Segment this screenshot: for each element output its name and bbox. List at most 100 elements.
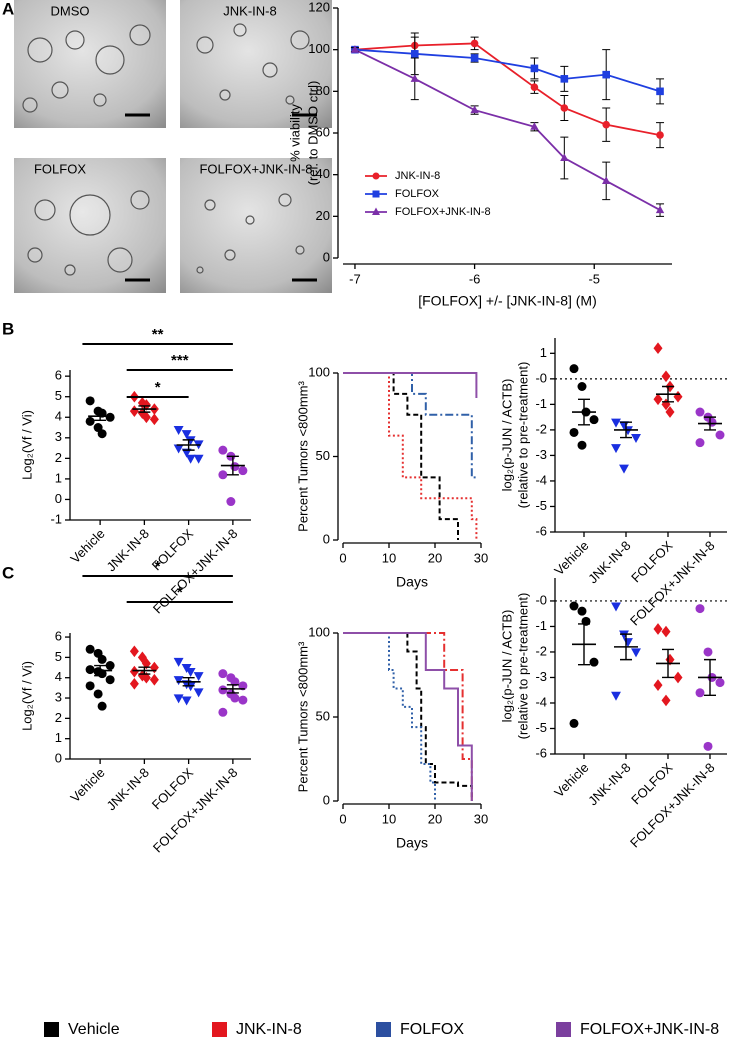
point [149,673,159,686]
significance-label: * [177,584,183,601]
y-tick-label: -6 [535,523,547,538]
point [181,448,192,458]
point [619,630,629,640]
point [715,678,725,688]
error-bar [662,385,674,403]
legend-label: FOLFOX [395,188,440,200]
image-label: FOLFOX+JNK-IN-8 [199,161,312,176]
legend-swatch [212,1022,227,1037]
point [530,83,539,91]
point [569,364,579,374]
point [141,671,151,684]
legend-label: FOLFOX+JNK-IN-8 [580,1021,719,1038]
point [218,470,228,480]
point [665,406,675,418]
point [569,427,579,437]
micrograph [180,0,332,128]
legend-marker [372,190,380,198]
significance-label: *** [171,352,189,369]
y-tick-label: 120 [308,0,330,14]
point [560,75,569,83]
legend-label: FOLFOX [400,1021,464,1038]
point [105,661,115,671]
y-tick-label: -2 [535,421,547,436]
point [602,120,610,129]
y-axis-title: log₂(p-JUN / ACTB) [499,379,514,492]
y-tick-label: 6 [55,368,62,383]
point [85,396,95,406]
x-tick-label: 30 [474,550,488,565]
panel-label: A [2,0,14,18]
survival-curve [343,632,473,801]
survival-curve [343,372,478,399]
legend-label: JNK-IN-8 [236,1021,302,1038]
point [470,39,479,48]
series-line [354,48,661,93]
point [173,444,184,454]
y-tick-label: 0 [323,531,330,546]
error-bar [662,648,674,679]
y-tick-label: -5 [535,720,547,735]
point [173,694,184,704]
micrograph [14,0,166,128]
y-axis-title: (relative to pre-treatment) [515,593,530,740]
y-tick-label: -0 [535,370,547,385]
y-tick-label: 4 [55,409,62,424]
x-tick-label: 20 [428,811,442,826]
y-tick-label: 2 [55,450,62,465]
x-tick-label: 30 [474,811,488,826]
x-axis-title: Days [396,835,428,851]
point [695,604,705,614]
legend-swatch [44,1022,59,1037]
point [530,122,539,130]
point [85,644,95,654]
point [530,64,539,73]
y-axis-title: Percent Tumors <800mm³ [295,381,310,532]
y-axis-title: (relative to pre-treatment) [515,362,530,509]
x-axis-title: [FOLFOX] +/- [JNK-IN-8] (M) [418,293,597,309]
x-tick-label: Vehicle [67,765,107,805]
error-bar [94,664,107,677]
panel-label: B [2,319,14,338]
x-tick-label: 10 [382,811,396,826]
point [230,693,240,703]
point [97,654,107,664]
y-axis-title: Log₂(Vf / Vi) [19,661,34,731]
y-tick-label: -2 [535,643,547,658]
error-bar [704,658,716,697]
y-axis-title: Percent Tumors <800mm³ [295,641,310,792]
point [703,647,713,657]
point [129,645,139,658]
point [655,205,665,214]
x-tick-label: Vehicle [551,760,591,800]
error-bar [578,623,590,666]
point [173,425,184,435]
y-tick-label: -0 [535,592,547,607]
legend-swatch [556,1022,571,1037]
error-bar [578,398,590,426]
point [577,382,587,391]
y-tick-label: 50 [316,708,330,723]
point [589,415,599,425]
point [181,696,192,706]
significance-label: * [155,379,161,396]
error-bar [94,411,107,422]
survival-curve [343,632,436,801]
legend-label: JNK-IN-8 [395,170,440,182]
point [569,718,579,728]
error-bar [620,633,632,661]
micrograph [14,158,166,293]
error-bar [226,455,239,476]
image-label: DMSO [51,3,90,18]
point [230,462,240,472]
point [218,669,228,679]
survival-curve [343,372,477,479]
x-tick-label: JNK-IN-8 [104,765,152,813]
point [141,411,151,424]
point [631,433,641,443]
y-tick-label: 6 [55,629,62,644]
y-tick-label: 0 [323,249,330,264]
point [350,45,360,53]
point [661,694,671,707]
point [673,390,683,403]
